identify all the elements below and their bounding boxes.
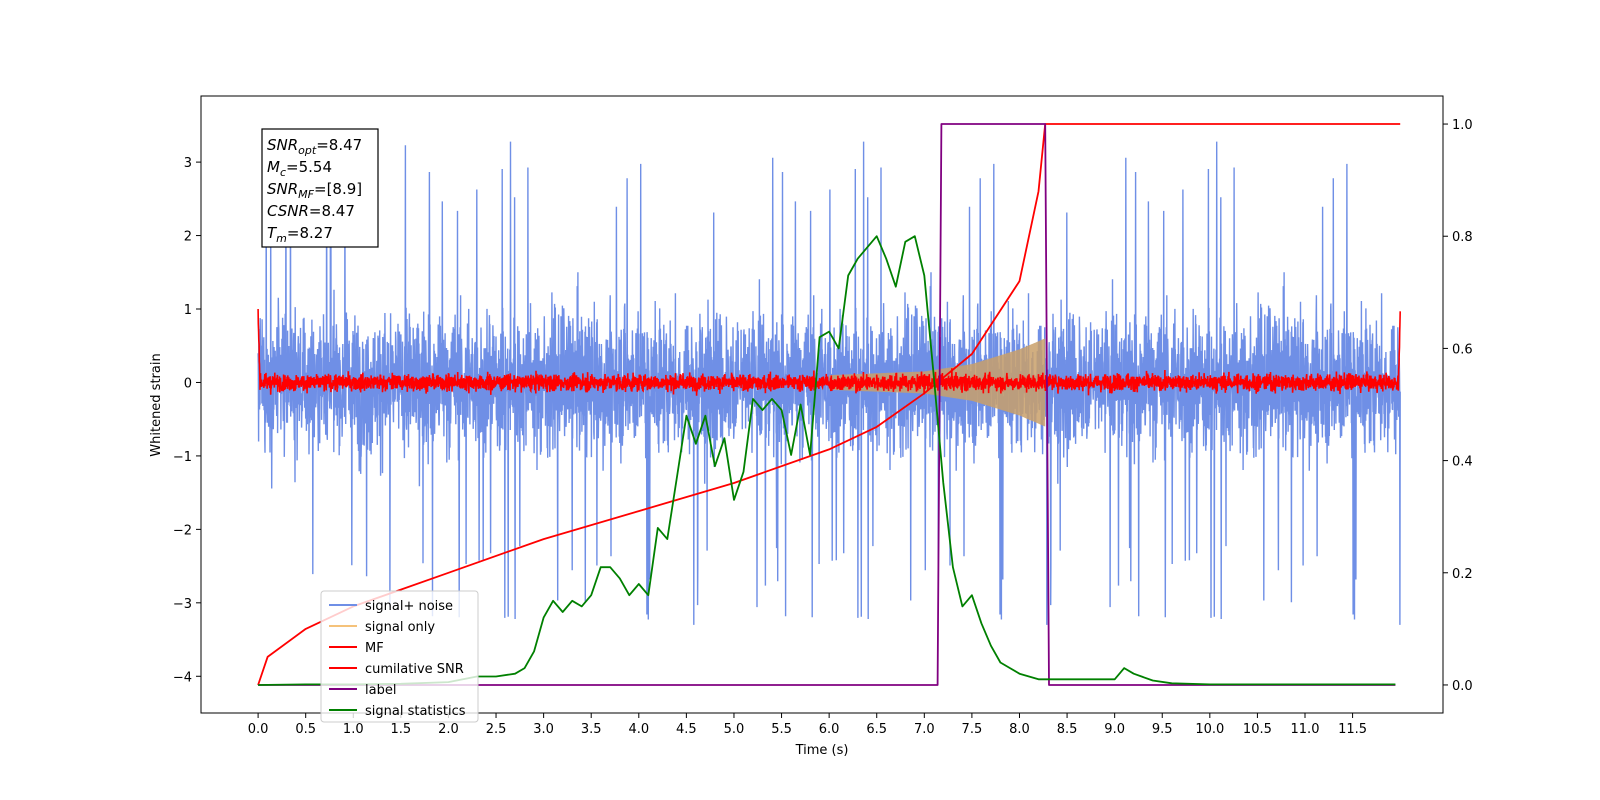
- info-line: Mc=5.54: [267, 158, 332, 179]
- info-subscript: m: [276, 232, 287, 245]
- x-axis-label: Time (s): [795, 743, 849, 758]
- legend-label: MF: [365, 641, 384, 656]
- x-tick-label: 7.0: [914, 722, 935, 737]
- x-tick-label: 1.0: [343, 722, 364, 737]
- legend-label: signal only: [365, 620, 435, 635]
- info-symbol: M: [267, 158, 280, 176]
- mf-line: [257, 308, 1401, 396]
- plot-frame: [200, 95, 1444, 714]
- x-tick-label: 6.0: [819, 722, 840, 737]
- x-tick-label: 2.0: [438, 722, 459, 737]
- info-symbol: SNR: [267, 136, 298, 154]
- y-axis-right: 1.0 0.8 0.6 0.4 0.2 0.0: [1443, 118, 1473, 694]
- x-tick-label: 1.5: [391, 722, 412, 737]
- info-line: CSNR=8.47: [267, 202, 355, 220]
- legend: signal+ noise signal only MF cumilative SNR…: [320, 590, 479, 723]
- legend-label: label: [365, 683, 396, 698]
- info-box-frame: [261, 128, 379, 248]
- y-left-tick-label: 3: [184, 156, 192, 171]
- snr-info-box: SNRopt=8.47Mc=5.54SNRMF=[8.9]CSNR=8.47Tm…: [261, 128, 379, 248]
- x-tick-label: 4.5: [676, 722, 697, 737]
- y-left-tick-label: 1: [184, 303, 192, 318]
- x-tick-label: 11.0: [1291, 722, 1320, 737]
- x-tick-label: 11.5: [1338, 722, 1367, 737]
- info-symbol: SNR: [267, 180, 298, 198]
- y-right-tick-label: 0.0: [1452, 679, 1473, 694]
- info-line: SNRopt=8.47: [267, 136, 362, 157]
- info-subscript: opt: [298, 144, 317, 157]
- x-tick-label: 10.0: [1195, 722, 1224, 737]
- y-left-tick-label: −1: [173, 450, 192, 465]
- y-left-tick-label: −2: [173, 523, 192, 538]
- y-right-tick-label: 0.6: [1452, 342, 1473, 357]
- info-value: =8.47: [309, 202, 355, 220]
- x-tick-label: 3.5: [581, 722, 602, 737]
- signal-noise-line: [257, 134, 1401, 625]
- x-tick-label: 5.0: [724, 722, 745, 737]
- y-axis-label: Whitened strain: [149, 353, 164, 456]
- legend-label: signal statistics: [365, 704, 466, 719]
- x-tick-label: 4.0: [628, 722, 649, 737]
- x-tick-label: 10.5: [1243, 722, 1272, 737]
- info-value: =[8.9]: [314, 180, 362, 198]
- info-value: =5.54: [286, 158, 332, 176]
- mf-series: [257, 308, 1401, 396]
- info-value: =8.27: [287, 224, 333, 242]
- info-subscript: MF: [298, 188, 314, 201]
- x-axis: 0.0 0.5 1.0 1.5 2.0 2.5 3.0 3.5 4.0 4.5 5.0 5.5 6.0 6…: [248, 713, 1367, 737]
- x-tick-label: 9.5: [1152, 722, 1173, 737]
- legend-frame: [320, 590, 479, 723]
- x-tick-label: 6.5: [866, 722, 887, 737]
- info-value: =8.47: [316, 136, 362, 154]
- x-tick-label: 0.0: [248, 722, 269, 737]
- legend-label: signal+ noise: [365, 599, 453, 614]
- signal-noise-series: [257, 134, 1401, 625]
- y-right-tick-label: 0.4: [1452, 455, 1473, 470]
- info-subscript: c: [280, 166, 286, 179]
- info-symbol: T: [267, 224, 278, 242]
- y-left-tick-label: 2: [184, 230, 192, 245]
- info-symbol: CSNR: [267, 202, 309, 220]
- y-right-tick-label: 1.0: [1452, 118, 1473, 133]
- x-tick-label: 7.5: [962, 722, 983, 737]
- x-tick-label: 9.0: [1104, 722, 1125, 737]
- y-axis-left: 3 2 1 0 −1 −2 −3 −4: [173, 156, 201, 685]
- y-left-tick-label: −4: [173, 670, 192, 685]
- info-line: SNRMF=[8.9]: [267, 180, 362, 201]
- legend-label: cumilative SNR: [365, 662, 464, 677]
- x-tick-label: 2.5: [486, 722, 507, 737]
- x-tick-label: 8.0: [1009, 722, 1030, 737]
- x-tick-label: 5.5: [771, 722, 792, 737]
- y-right-tick-label: 0.8: [1452, 230, 1473, 245]
- x-tick-label: 0.5: [295, 722, 316, 737]
- y-left-tick-label: 0: [184, 376, 192, 391]
- info-line: Tm=8.27: [267, 224, 333, 245]
- y-right-tick-label: 0.2: [1452, 567, 1473, 582]
- x-tick-label: 3.0: [533, 722, 554, 737]
- signal-statistics-line: [258, 235, 1396, 686]
- y-left-tick-label: −3: [173, 597, 192, 612]
- x-tick-label: 8.5: [1057, 722, 1078, 737]
- label-line: [258, 123, 1396, 686]
